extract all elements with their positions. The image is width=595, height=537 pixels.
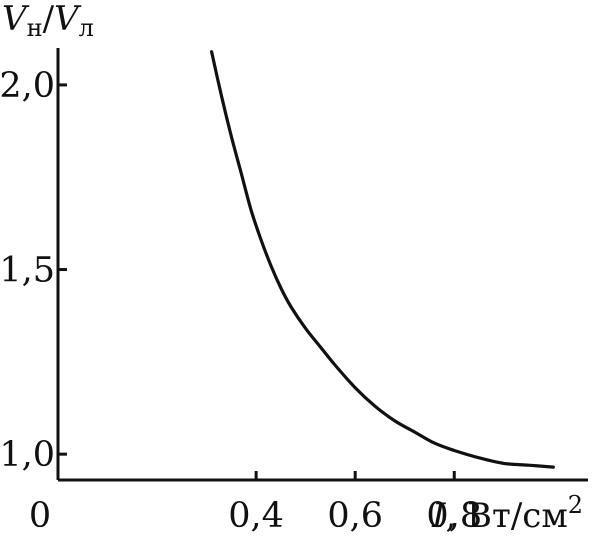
x-label-var: I [431,496,446,536]
y-tick-label-1: 1,5 [0,251,55,291]
series-curve [210,50,555,469]
y-tick-label-2: 1,0 [0,435,55,475]
x-tick-label-0: 0 [29,496,51,536]
x-tick-label-2: 0,6 [327,496,383,536]
x-tick-label-3: 0,8 [426,496,482,536]
y-axis-label: Vн/Vл [2,0,94,42]
y-label-sub1: н [27,14,43,42]
x-axis-label: I, Вт/см2 [431,491,583,536]
tick-marks [58,83,456,480]
x-label-sup: 2 [568,491,583,519]
y-label-sub2: л [79,14,94,42]
tick-labels: 2,0 1,5 1,0 0 0,4 0,6 0,8 [0,66,482,536]
y-tick-label-0: 2,0 [0,66,55,106]
y-label-slash: / [43,0,55,39]
x-label-unit: , Вт/см [445,496,567,536]
y-label-v2: V [54,0,82,39]
y-label-v1: V [2,0,30,39]
x-tick-label-1: 0,4 [228,496,284,536]
